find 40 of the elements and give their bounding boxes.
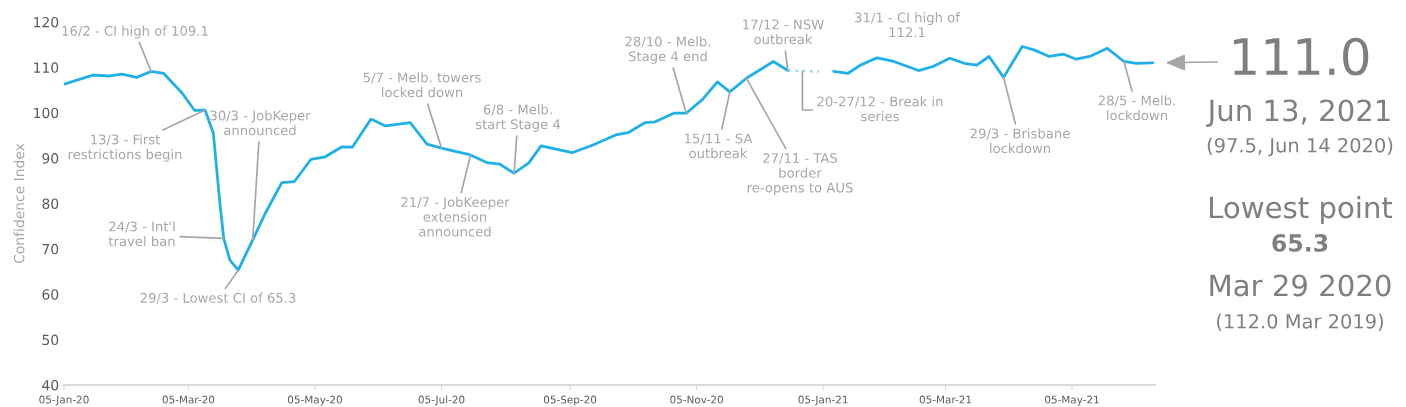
annotation: 21/7 - JobKeeper extension announced [401, 196, 510, 237]
annotation: 5/7 - Melb. towers locked down [363, 72, 481, 98]
y-tick-label: 120 [34, 16, 59, 28]
annotation: 24/3 - Int'l travel ban [108, 221, 175, 247]
annotation: 111.0 [1233, 37, 1369, 76]
y-tick-label: 80 [42, 198, 59, 209]
text: (112.0 Mar 2019) [1216, 313, 1384, 331]
y-tick-label: 60 [42, 289, 59, 300]
x-tick-label: 05-Mar-21 [919, 395, 972, 404]
annotation: 28/5 - Melb. lockdown [1098, 95, 1175, 121]
annotation: 16/2 - CI high of 109.1 [62, 25, 208, 39]
y-tick-label: 100 [34, 107, 59, 119]
x-tick-label: 05-Sep-20 [543, 395, 597, 406]
text: (97.5, Jun 14 2020) [1207, 137, 1393, 157]
annotation: 13/3 - First restrictions begin [68, 134, 182, 162]
text: 65.3 [1272, 233, 1328, 252]
annotation: 6/8 - Melb. start Stage 4 [475, 104, 561, 132]
x-tick-label: 05-May-20 [287, 395, 342, 406]
x-tick-label: 05-Jan-21 [798, 395, 848, 406]
text: Lowest point [1210, 195, 1393, 225]
x-tick-label: 05-Jan-20 [39, 395, 89, 406]
y-tick-label: 50 [42, 334, 59, 346]
y-axis-title: Confidence Index [13, 143, 25, 264]
annotation: 17/12 - NSW outbreak [743, 19, 824, 45]
x-tick-label: 05-Mar-20 [162, 395, 215, 404]
annotation: 29/3 - Lowest CI of 65.3 [140, 292, 296, 304]
annotation: 28/10 - Melb. Stage 4 end [625, 36, 711, 64]
y-tick-label: 40 [42, 379, 59, 391]
text: Jun 13, 2021 [1206, 99, 1390, 127]
text: Mar 29 2020 [1210, 274, 1391, 297]
annotation: 30/3 - JobKeper announced [210, 110, 311, 136]
x-tick-label: 05-Jul-20 [418, 395, 465, 406]
x-tick-label: 05-Nov-20 [670, 395, 723, 404]
annotation: 31/1 - CI high of 112.1 [855, 12, 961, 38]
annotation: 29/3 - Brisbane lockdown [970, 128, 1070, 154]
x-tick-label: 05-May-21 [1045, 395, 1099, 406]
y-tick-label: 70 [42, 243, 59, 255]
y-tick-label: 90 [42, 153, 59, 164]
y-tick-label: 110 [34, 62, 59, 73]
annotation: 20-27/12 - Break in series [817, 96, 943, 122]
